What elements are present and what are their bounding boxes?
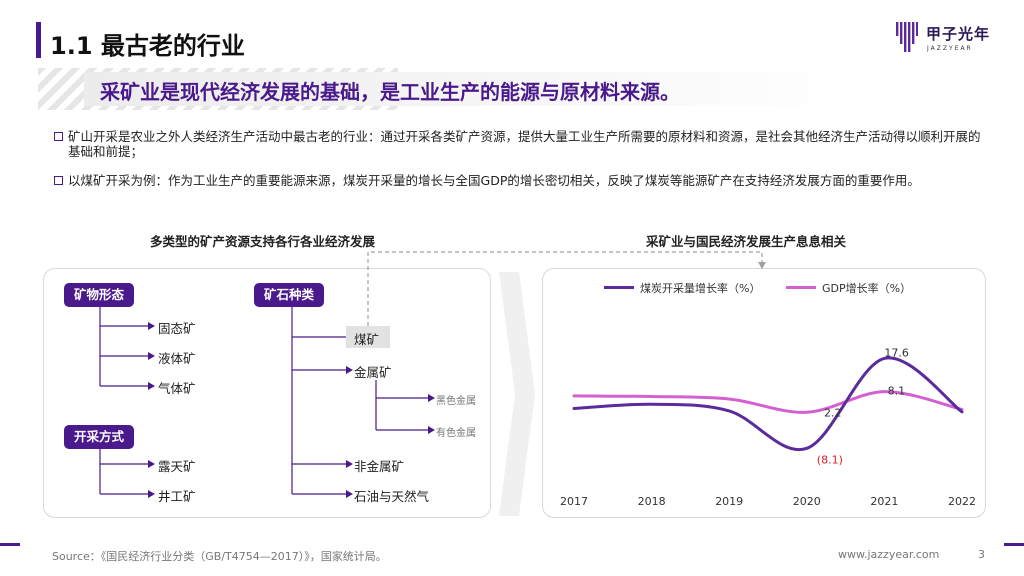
data-label: 8.1 (888, 385, 906, 398)
tag-ore-type: 矿石种类 (254, 283, 325, 307)
brand-logo: 甲子光年 JAZZYEAR (896, 18, 1006, 58)
page-number: 3 (978, 548, 985, 561)
bullet-square-icon (54, 132, 63, 141)
x-tick-label: 2022 (948, 495, 976, 508)
x-tick-label: 2020 (793, 495, 821, 508)
bullet-item: 以煤矿开采为例：作为工业生产的重要能源来源，煤炭开采量的增长与全国GDP的增长密… (42, 173, 982, 188)
x-tick-label: 2018 (638, 495, 666, 508)
series-line-gdp (572, 390, 964, 414)
x-tick-label: 2021 (870, 495, 898, 508)
logo-mark-icon (896, 22, 918, 52)
banner-background (84, 72, 864, 106)
title-accent-bar (36, 22, 41, 58)
item-liquid-mine: 液体矿 (158, 351, 196, 366)
data-label: (8.1) (817, 453, 843, 466)
bullet-item: 矿山开采是农业之外人类经济生产活动中最古老的行业：通过开采各类矿产资源，提供大量… (42, 129, 982, 159)
legend-swatch-coal (604, 286, 634, 289)
logo-subtext: JAZZYEAR (927, 45, 973, 52)
item-ferrous-metal: 黑色金属 (436, 396, 476, 407)
subtitle: 采矿业是现代经济发展的基础，是工业生产的能源与原材料来源。 (100, 80, 680, 104)
tag-mining-method: 开采方式 (64, 425, 135, 449)
data-label: 2.2 (824, 406, 842, 419)
legend-label-coal: 煤炭开采量增长率（%） (640, 282, 761, 295)
item-metal: 金属矿 (354, 365, 392, 380)
item-open-pit: 露天矿 (158, 459, 196, 474)
item-gas-mine: 气体矿 (158, 381, 196, 396)
panel-divider-arrow-icon (499, 272, 535, 516)
chart-title: 采矿业与国民经济发展生产息息相关 (646, 234, 847, 249)
item-oil-gas: 石油与天然气 (354, 489, 430, 504)
x-tick-label: 2017 (560, 495, 588, 508)
item-underground: 井工矿 (158, 489, 196, 504)
item-nonmetal: 非金属矿 (354, 459, 405, 474)
series-line-coal (572, 356, 964, 452)
coal-highlight-box (346, 326, 390, 348)
bullet-text: 以煤矿开采为例：作为工业生产的重要能源来源，煤炭开采量的增长与全国GDP的增长密… (68, 173, 920, 188)
page-title: 1.1 最古老的行业 (50, 32, 245, 60)
logo-text: 甲子光年 (926, 25, 991, 43)
x-tick-label: 2019 (715, 495, 743, 508)
item-nonferrous-metal: 有色金属 (436, 428, 476, 439)
tag-mineral-form: 矿物形态 (64, 283, 135, 307)
data-label: 17.6 (884, 346, 909, 359)
left-section-title: 多类型的矿产资源支持各行各业经济发展 (150, 234, 376, 249)
website-url: www.jazzyear.com (838, 548, 940, 561)
bullet-text: 矿山开采是农业之外人类经济生产活动中最古老的行业：通过开采各类矿产资源，提供大量… (68, 129, 981, 159)
item-solid-mine: 固态矿 (158, 321, 196, 336)
footer-accent-left (0, 543, 20, 546)
legend-label-gdp: GDP增长率（%） (822, 282, 912, 295)
source-note: Source：《国民经济行业分类（GB/T4754—2017）》，国家统计局。 (52, 550, 387, 563)
item-coal: 煤矿 (354, 332, 380, 347)
legend-swatch-gdp (786, 286, 816, 289)
bullet-square-icon (54, 176, 63, 185)
footer-accent-right (1004, 543, 1024, 546)
